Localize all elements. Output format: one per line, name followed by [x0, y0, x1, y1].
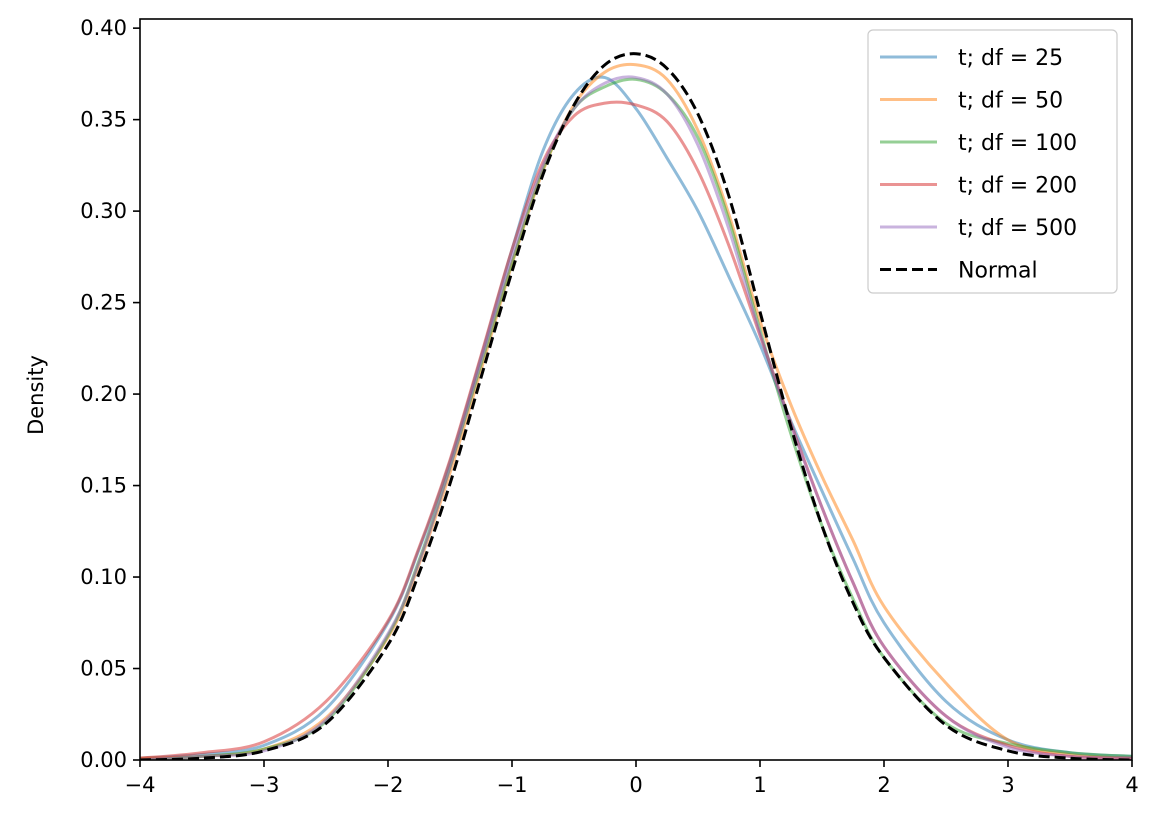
y-tick-label: 0.40: [80, 16, 127, 40]
y-tick-label: 0.35: [80, 108, 127, 132]
legend-label: t; df = 500: [958, 216, 1077, 241]
legend-label: t; df = 100: [958, 131, 1077, 156]
legend-label: t; df = 50: [958, 89, 1063, 114]
series-layer: [140, 52, 1132, 760]
x-tick-label: −1: [497, 773, 528, 797]
legend-label: Normal: [958, 259, 1038, 284]
x-tick-label: 1: [753, 773, 766, 797]
y-tick-label: 0.00: [80, 748, 127, 772]
y-axis: 0.00 0.05 0.10 0.15 0.20 0.25 0.30 0.35 0.40: [80, 16, 140, 772]
x-tick-label: −2: [373, 773, 404, 797]
series-line-normal: [140, 52, 1132, 760]
x-tick-label: 4: [1125, 773, 1138, 797]
x-tick-label: −3: [249, 773, 280, 797]
y-tick-label: 0.10: [80, 565, 127, 589]
series-line-df-500: [140, 75, 1132, 760]
x-tick-label: 2: [877, 773, 890, 797]
y-tick-label: 0.05: [80, 657, 127, 681]
x-tick-label: 0: [629, 773, 642, 797]
legend-label: t; df = 200: [958, 174, 1077, 199]
legend: t; df = 25 t; df = 50 t; df = 100 t; df = 2…: [867, 29, 1118, 294]
x-tick-label: −4: [125, 773, 156, 797]
y-axis-label: Density: [24, 355, 48, 435]
y-tick-label: 0.15: [80, 474, 127, 498]
x-tick-label: 3: [1001, 773, 1014, 797]
x-axis: −4 −3 −2 −1 0 1 2 3 4: [125, 760, 1139, 797]
y-tick-label: 0.25: [80, 291, 127, 315]
y-tick-label: 0.20: [80, 382, 127, 406]
y-tick-label: 0.30: [80, 199, 127, 223]
legend-label: t; df = 25: [958, 46, 1063, 71]
